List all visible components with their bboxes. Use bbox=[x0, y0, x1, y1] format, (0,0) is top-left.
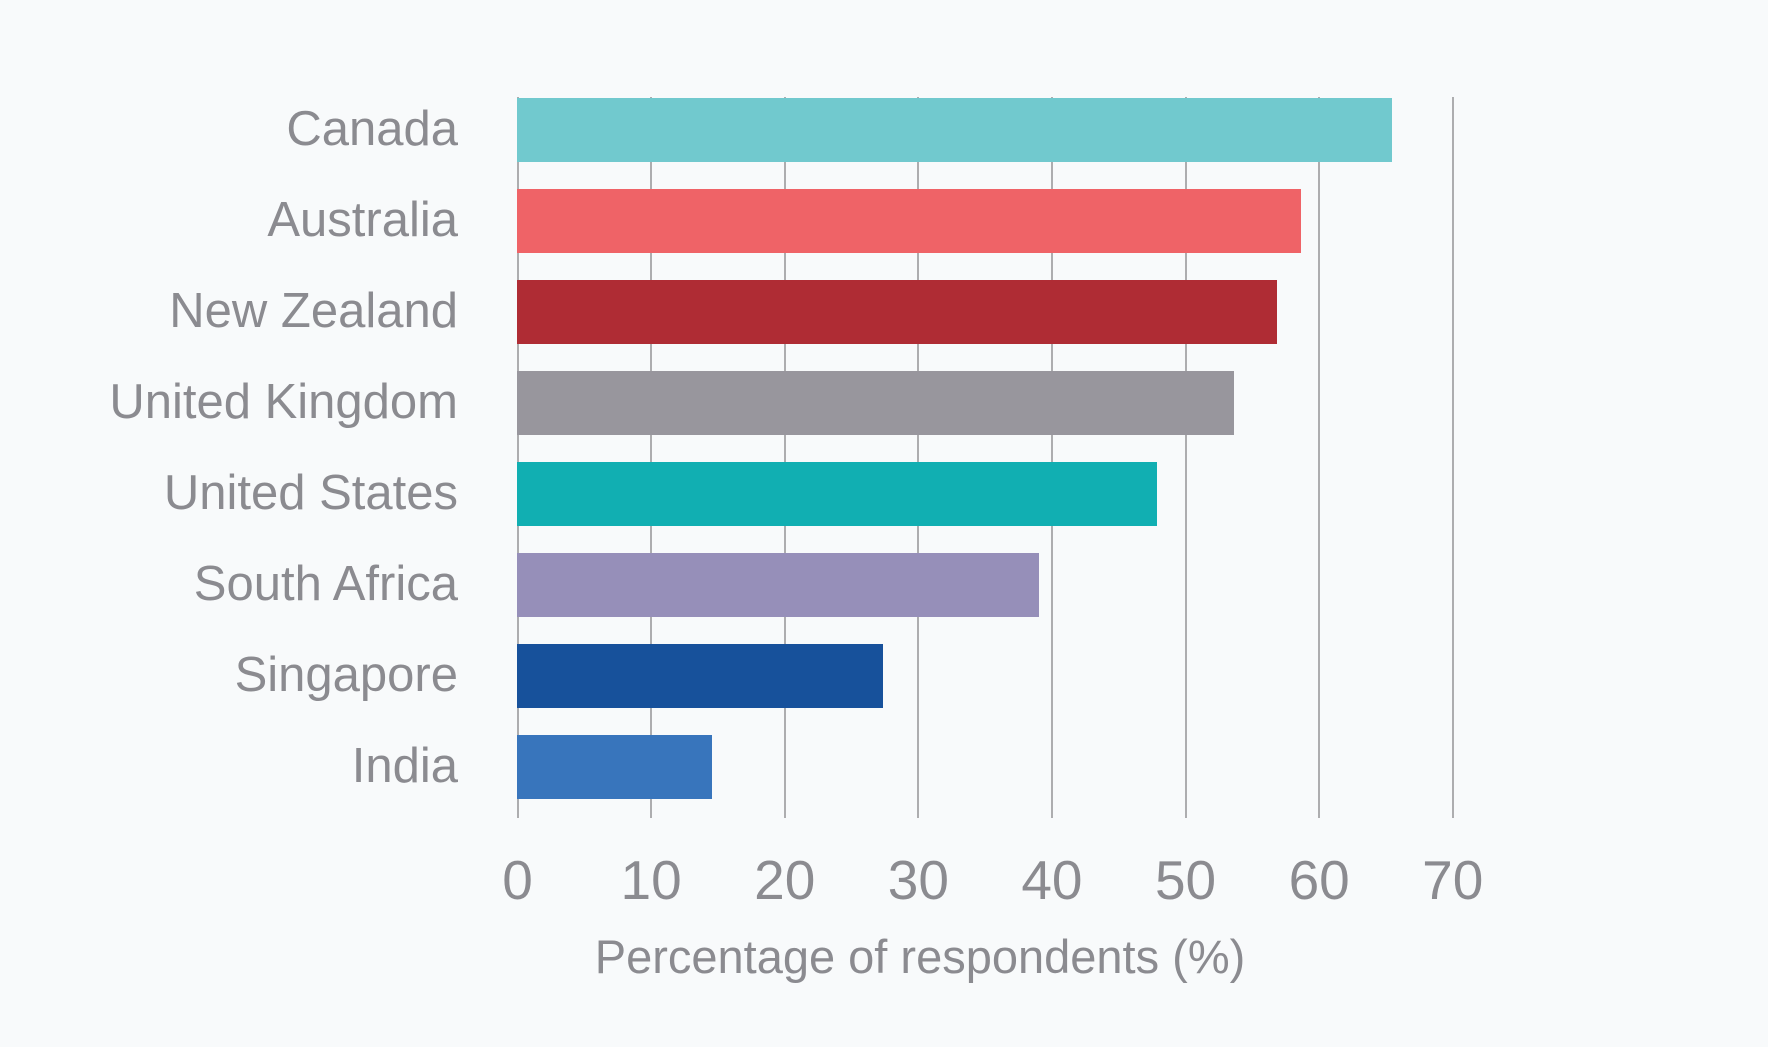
category-label-india: India bbox=[351, 739, 458, 793]
x-tick-label-10: 10 bbox=[620, 849, 682, 911]
gridline-20 bbox=[783, 97, 786, 818]
category-label-singapore: Singapore bbox=[234, 648, 458, 702]
category-label-united-kingdom: United Kingdom bbox=[109, 375, 458, 429]
category-label-south-africa: South Africa bbox=[193, 557, 458, 611]
x-tick-label-20: 20 bbox=[754, 849, 816, 911]
x-tick-label-0: 0 bbox=[502, 849, 533, 911]
bar-united-kingdom bbox=[517, 371, 1235, 435]
bar-india bbox=[517, 735, 712, 799]
bar-south-africa bbox=[517, 553, 1040, 617]
gridline-30 bbox=[917, 97, 920, 818]
x-tick-label-30: 30 bbox=[887, 849, 949, 911]
category-label-australia: Australia bbox=[267, 193, 458, 247]
x-axis-title: Percentage of respondents (%) bbox=[594, 930, 1246, 983]
bar-australia bbox=[517, 189, 1301, 253]
bar-singapore bbox=[517, 644, 883, 708]
x-tick-label-60: 60 bbox=[1288, 849, 1350, 911]
bar-canada bbox=[517, 98, 1392, 162]
category-label-united-states: United States bbox=[163, 466, 458, 520]
bar-new-zealand bbox=[517, 280, 1277, 344]
gridline-50 bbox=[1184, 97, 1187, 818]
x-tick-label-70: 70 bbox=[1422, 849, 1484, 911]
gridline-70 bbox=[1451, 97, 1454, 818]
gridline-10 bbox=[650, 97, 653, 818]
x-tick-label-40: 40 bbox=[1021, 849, 1083, 911]
x-tick-label-50: 50 bbox=[1154, 849, 1217, 911]
category-label-canada: Canada bbox=[286, 102, 458, 156]
gridline-40 bbox=[1050, 97, 1053, 818]
gridline-60 bbox=[1318, 97, 1321, 818]
bar-united-states bbox=[517, 462, 1157, 526]
category-label-new-zealand: New Zealand bbox=[169, 284, 458, 338]
gridline-0 bbox=[516, 97, 519, 818]
